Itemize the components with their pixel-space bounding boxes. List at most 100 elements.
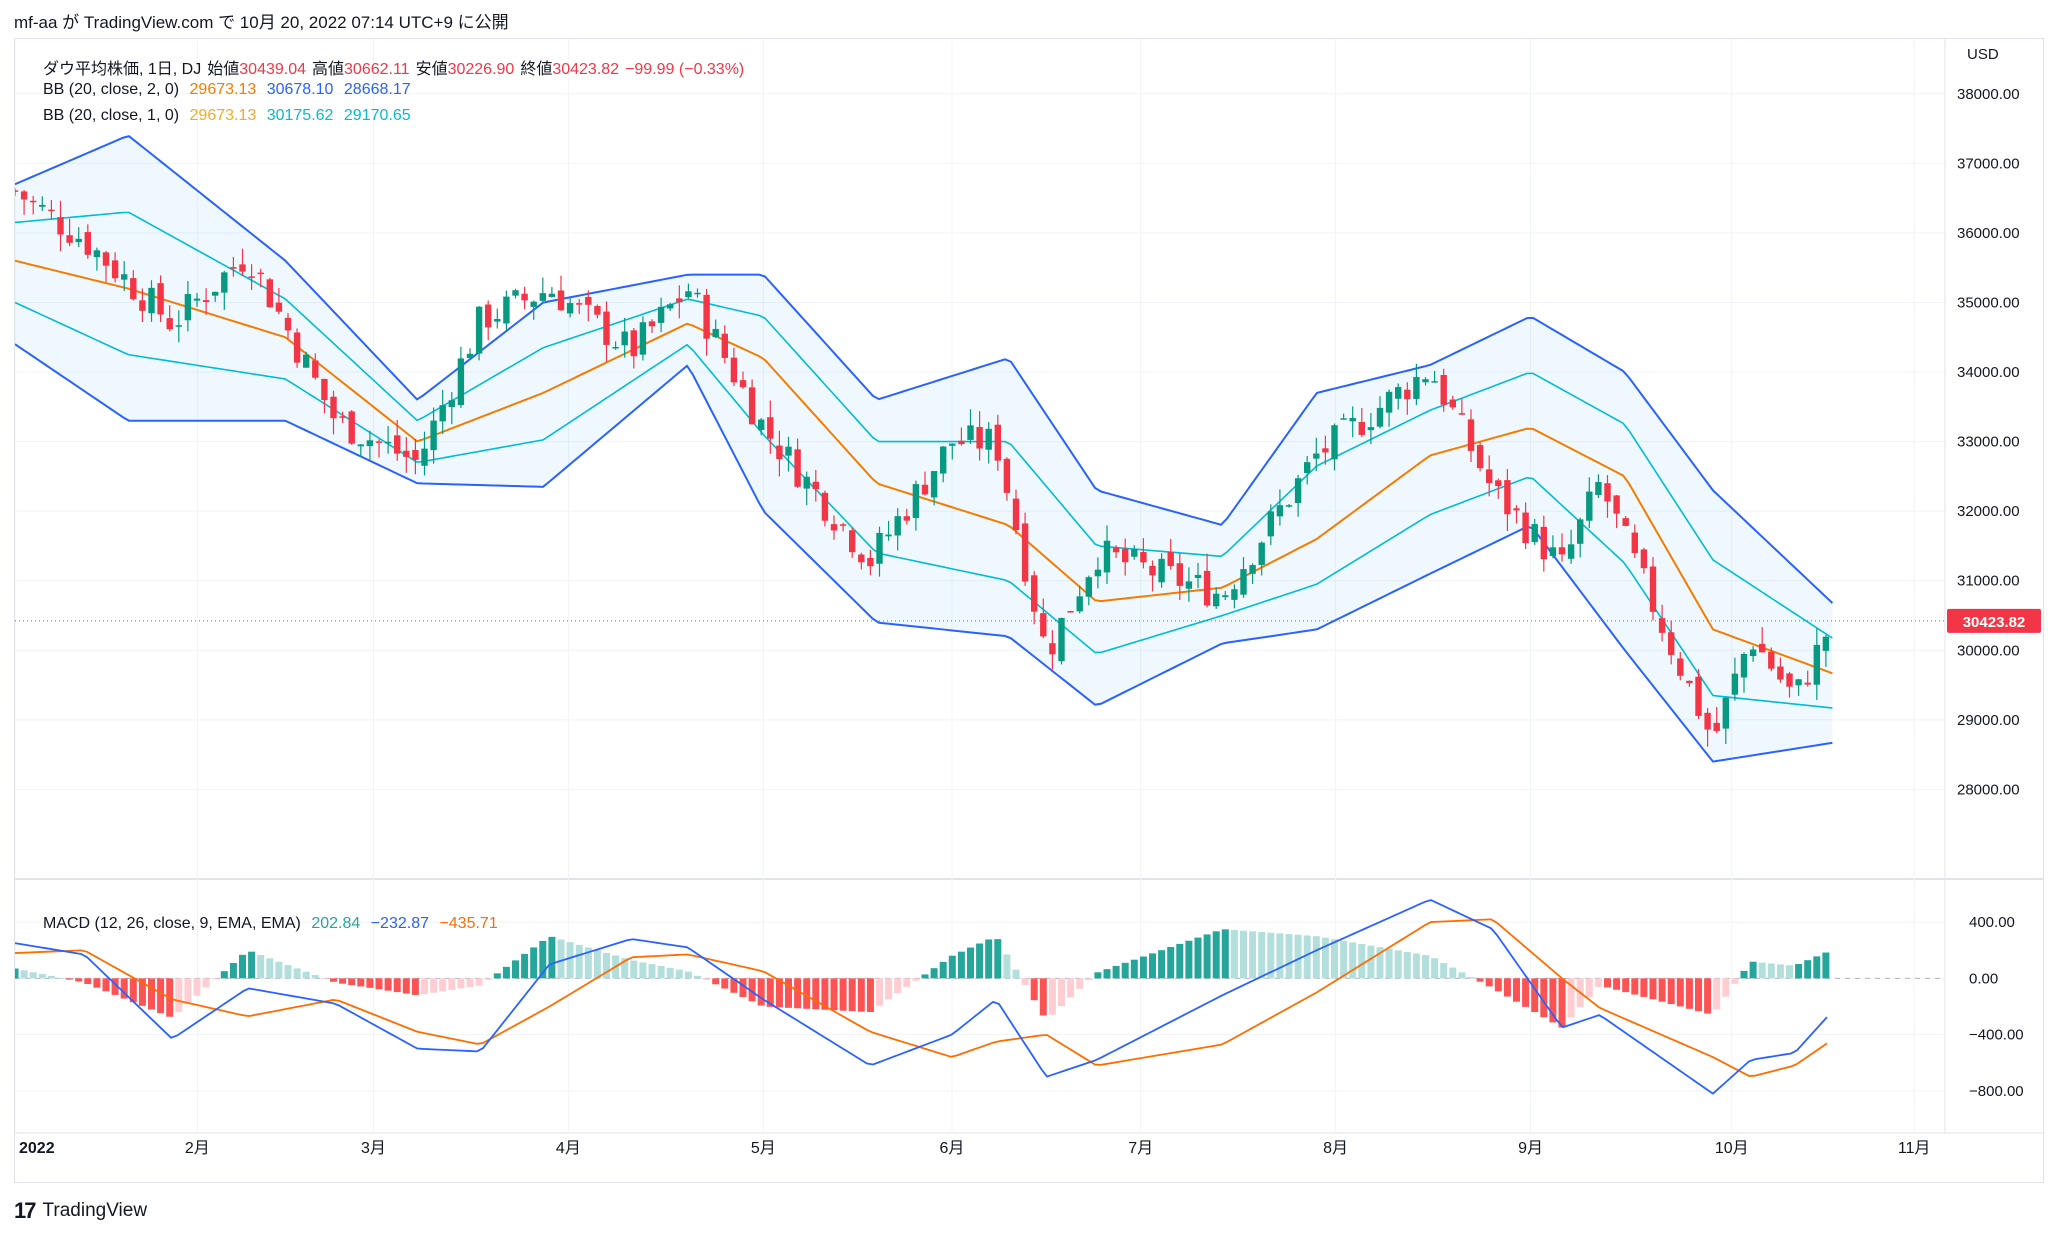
- macd-histogram-bar: [721, 978, 729, 989]
- candle-body: [776, 445, 783, 460]
- macd-histogram-bar: [1722, 978, 1730, 997]
- candle-body: [1677, 658, 1684, 676]
- macd-histogram-bar: [1039, 978, 1047, 1016]
- macd-histogram-bar: [311, 975, 319, 979]
- macd-histogram-bar: [29, 972, 37, 979]
- price-tick-label: 36000.00: [1957, 225, 2020, 242]
- macd-histogram-bar: [639, 962, 647, 979]
- candle-body: [1094, 569, 1102, 577]
- candle-body: [430, 420, 437, 451]
- candle-body: [639, 322, 647, 355]
- candle-body: [357, 444, 364, 447]
- bb2-basis: 29673.13: [189, 81, 257, 98]
- publish-caption: mf-aa が TradingView.com で 10月 20, 2022 0…: [14, 13, 509, 32]
- candle-body: [1395, 387, 1402, 399]
- candle-body: [803, 476, 810, 489]
- macd-histogram-bar: [1376, 947, 1384, 979]
- macd-histogram-bar: [766, 978, 774, 1007]
- candle-body: [1249, 565, 1256, 574]
- candle-body: [1003, 458, 1011, 493]
- macd-histogram-bar: [1813, 956, 1821, 979]
- bb2-legend: BB (20, close, 2, 0) 29673.13 30678.10 2…: [43, 81, 417, 99]
- candle-body: [284, 317, 292, 331]
- low-label: 安値: [415, 61, 448, 78]
- macd-histogram-bar: [1403, 951, 1411, 979]
- time-tick-label: 2022: [19, 1140, 55, 1157]
- candle-body: [685, 291, 692, 298]
- bb2-upper: 30678.10: [266, 81, 334, 98]
- candle-body: [1577, 519, 1584, 544]
- macd-histogram-bar: [1567, 978, 1575, 1018]
- macd-histogram-bar: [157, 978, 165, 1014]
- candle-body: [412, 450, 419, 460]
- macd-histogram-bar: [66, 978, 74, 980]
- candle-body: [712, 328, 719, 338]
- macd-histogram-bar: [1212, 931, 1220, 979]
- candle-body: [466, 353, 474, 359]
- macd-histogram-bar: [930, 968, 938, 979]
- macd-histogram-bar: [439, 978, 447, 992]
- candle-body: [394, 435, 401, 454]
- macd-histogram-bar: [402, 978, 410, 994]
- change-value: −99.99 (−0.33%): [625, 61, 745, 78]
- candle-body: [20, 191, 28, 200]
- candle-body: [1649, 566, 1657, 612]
- currency-label: USD: [1967, 46, 1999, 63]
- candle-body: [867, 557, 874, 567]
- candle-body: [1203, 570, 1211, 606]
- macd-histogram-bar: [1067, 978, 1075, 998]
- candle-body: [1486, 469, 1493, 483]
- macd-histogram-bar: [320, 978, 328, 980]
- macd-histogram-bar: [848, 978, 856, 1012]
- macd-histogram-bar: [102, 978, 110, 992]
- candle-body: [130, 278, 137, 300]
- candle-body: [594, 306, 601, 315]
- last-price-label: 30423.82: [1963, 614, 2026, 631]
- macd-tick-label: 0.00: [1969, 970, 1998, 987]
- candle-body: [1458, 413, 1466, 415]
- candle-body: [1276, 505, 1284, 517]
- candle-body: [184, 294, 192, 321]
- macd-histogram-bar: [748, 978, 756, 1002]
- chart-canvas[interactable]: USD 38000.00 37000.00 36000.00 35000.00 34000…: [15, 39, 2043, 1182]
- macd-histogram-bar: [1513, 978, 1520, 1002]
- macd-histogram-bar: [593, 950, 601, 979]
- time-tick-label: 3月: [361, 1140, 386, 1157]
- macd-histogram-bar: [648, 964, 656, 979]
- candle-body: [985, 428, 992, 450]
- macd-histogram-bar: [876, 978, 883, 1006]
- candle-body: [512, 290, 519, 296]
- macd-histogram-bar: [757, 978, 765, 1006]
- candle-body: [330, 396, 337, 419]
- macd-histogram-bar: [575, 944, 583, 979]
- chart-frame[interactable]: USD 38000.00 37000.00 36000.00 35000.00 34000…: [14, 38, 2044, 1183]
- macd-histogram-bar: [1449, 967, 1457, 979]
- candle-body: [994, 424, 1001, 461]
- high-label: 高値: [312, 61, 345, 78]
- candle-body: [1622, 518, 1629, 526]
- candle-body: [1749, 649, 1757, 657]
- macd-histogram-bar: [1194, 937, 1202, 979]
- price-tick-label: 34000.00: [1957, 364, 2020, 381]
- candle-body: [566, 303, 574, 314]
- tradingview-logo-icon: 17: [14, 1198, 37, 1223]
- candle-body: [57, 217, 64, 235]
- candle-body: [1731, 673, 1739, 695]
- candle-body: [293, 332, 301, 363]
- macd-histogram-bar: [1549, 978, 1557, 1023]
- candle-body: [1231, 589, 1238, 600]
- time-tick-label: 5月: [751, 1140, 776, 1157]
- macd-histogram-bar: [1458, 972, 1466, 979]
- candle-body: [1522, 512, 1529, 544]
- macd-histogram-bar: [1358, 944, 1366, 979]
- candle-body: [612, 346, 619, 349]
- macd-histogram-bar: [193, 978, 201, 996]
- candle-body: [1467, 419, 1475, 451]
- macd-histogram-bar: [1240, 930, 1247, 979]
- candle-body: [212, 291, 219, 296]
- candle-body: [1167, 552, 1174, 567]
- macd-histogram-bar: [775, 978, 783, 1008]
- price-tick-label: 38000.00: [1957, 86, 2020, 103]
- macd-histogram-bar: [1058, 978, 1065, 1007]
- macd-histogram-bar: [1121, 962, 1129, 979]
